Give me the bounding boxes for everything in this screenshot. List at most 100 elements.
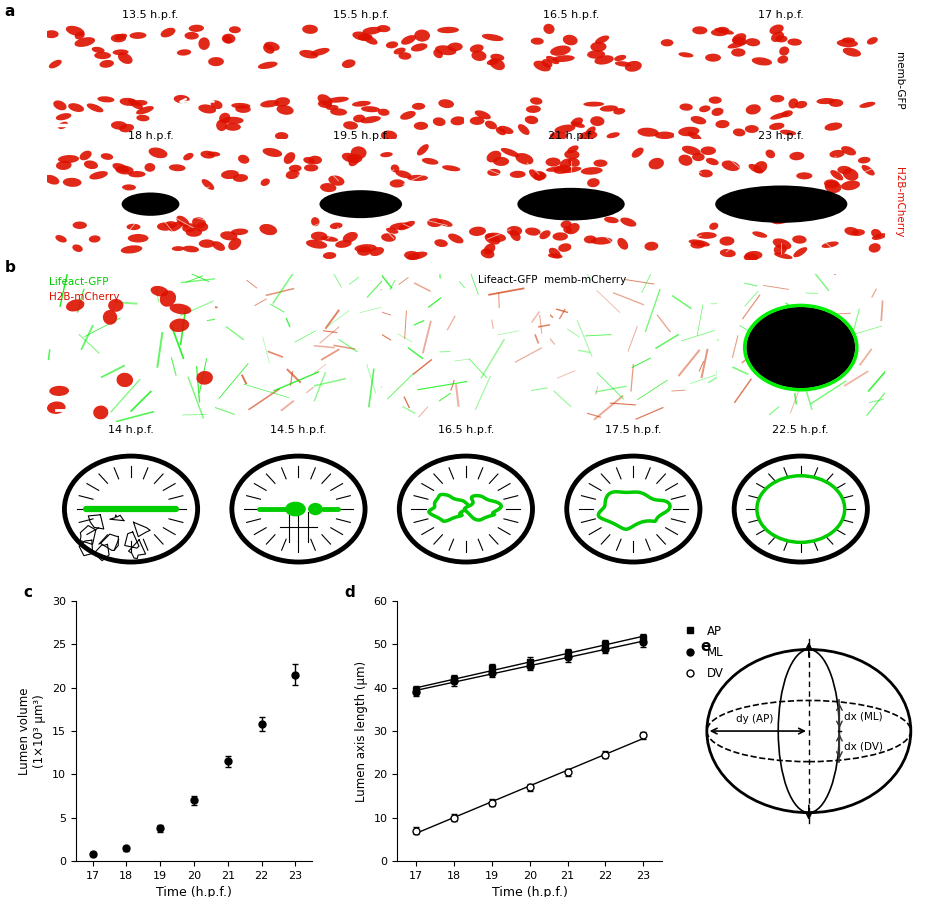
X-axis label: Time (h.p.f.): Time (h.p.f.) [492,886,568,897]
Ellipse shape [286,502,306,516]
Ellipse shape [775,35,787,42]
Ellipse shape [780,130,797,135]
X-axis label: Time (h.p.f.): Time (h.p.f.) [156,886,232,897]
Ellipse shape [150,286,168,297]
Ellipse shape [470,117,484,125]
Ellipse shape [232,456,365,562]
Ellipse shape [386,228,398,234]
Ellipse shape [546,166,567,172]
Ellipse shape [534,171,545,180]
Ellipse shape [89,171,108,179]
Ellipse shape [507,226,522,236]
Ellipse shape [404,251,420,260]
Ellipse shape [487,169,500,176]
Ellipse shape [289,165,302,172]
Ellipse shape [546,56,559,65]
Ellipse shape [58,155,79,163]
Ellipse shape [517,187,624,221]
Ellipse shape [530,97,542,105]
Ellipse shape [745,39,761,47]
Ellipse shape [75,37,95,47]
Ellipse shape [701,146,716,155]
Text: b: b [5,260,15,275]
Ellipse shape [754,161,767,173]
Text: Lifeact-GFP: Lifeact-GFP [49,277,109,287]
Polygon shape [598,492,670,529]
Ellipse shape [114,33,127,40]
Ellipse shape [132,100,148,106]
Ellipse shape [710,222,718,230]
Ellipse shape [706,158,719,165]
Ellipse shape [395,170,412,179]
Ellipse shape [594,56,614,65]
Ellipse shape [821,241,839,248]
Text: 22.5 h.p.f.: 22.5 h.p.f. [773,425,829,435]
Ellipse shape [330,222,342,229]
Ellipse shape [129,99,143,109]
Ellipse shape [199,38,210,50]
Ellipse shape [733,128,745,136]
Ellipse shape [377,25,391,32]
Ellipse shape [199,239,215,248]
Ellipse shape [169,222,184,231]
Ellipse shape [353,115,365,122]
Ellipse shape [390,179,405,187]
Ellipse shape [216,119,227,131]
Text: 15.5 h.p.f.: 15.5 h.p.f. [333,10,389,20]
Ellipse shape [192,217,206,228]
Ellipse shape [638,127,658,136]
Ellipse shape [229,26,241,33]
Ellipse shape [330,109,347,116]
Text: 23 h.p.f.: 23 h.p.f. [759,131,804,141]
Ellipse shape [122,185,136,190]
Ellipse shape [710,29,728,36]
Ellipse shape [258,62,277,69]
Ellipse shape [851,229,865,236]
Ellipse shape [624,61,641,72]
Ellipse shape [407,251,428,260]
Ellipse shape [841,180,860,190]
Ellipse shape [548,253,563,258]
Ellipse shape [411,43,428,51]
Ellipse shape [417,144,429,155]
Ellipse shape [434,239,447,247]
Ellipse shape [321,236,338,241]
Ellipse shape [357,247,372,256]
Ellipse shape [837,166,852,174]
Ellipse shape [816,98,835,104]
Ellipse shape [222,117,244,124]
Ellipse shape [231,103,251,109]
Ellipse shape [352,100,371,107]
Ellipse shape [606,132,620,138]
Ellipse shape [563,35,578,46]
Ellipse shape [632,148,643,158]
Ellipse shape [571,118,583,126]
Ellipse shape [89,235,100,242]
Ellipse shape [871,229,882,238]
Ellipse shape [311,217,320,226]
Ellipse shape [496,127,506,135]
Ellipse shape [691,116,707,125]
Ellipse shape [211,100,222,109]
Ellipse shape [526,105,541,113]
Ellipse shape [510,230,520,241]
Ellipse shape [525,228,540,236]
Ellipse shape [482,34,503,41]
Ellipse shape [225,123,241,131]
Ellipse shape [644,241,658,250]
Ellipse shape [343,121,358,129]
Ellipse shape [390,222,411,230]
Ellipse shape [682,146,701,155]
Ellipse shape [391,164,399,172]
Ellipse shape [55,235,67,242]
Ellipse shape [400,111,415,120]
Ellipse shape [428,218,443,227]
Ellipse shape [825,123,842,131]
Ellipse shape [422,158,438,165]
Ellipse shape [715,120,729,128]
Ellipse shape [326,105,339,110]
Ellipse shape [590,237,612,245]
Ellipse shape [100,153,114,160]
Ellipse shape [56,161,72,170]
Text: 16.5 h.p.f.: 16.5 h.p.f. [438,425,494,435]
